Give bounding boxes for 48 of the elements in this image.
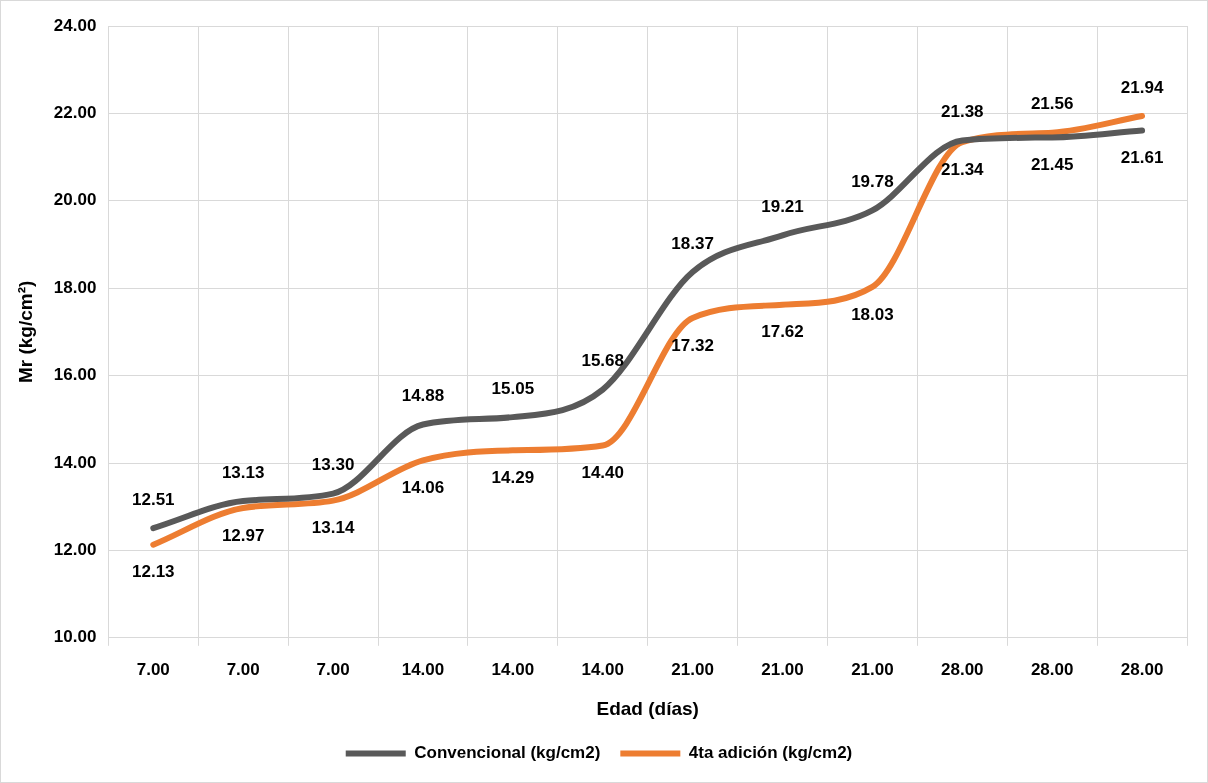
data-label: 12.97 [221, 525, 265, 545]
data-label: 18.03 [851, 304, 894, 324]
data-label: 19.21 [761, 197, 804, 217]
y-axis-title: Mr (kg/cm²) [14, 280, 36, 384]
data-label: 12.51 [132, 489, 175, 509]
data-label: 19.78 [851, 172, 894, 192]
data-label: 21.34 [941, 159, 985, 179]
data-label: 21.45 [1030, 155, 1074, 175]
x-tick-label: 14.00 [581, 659, 624, 679]
data-label: 21.56 [1030, 94, 1074, 114]
data-label: 14.88 [401, 386, 445, 406]
x-tick-label: 28.00 [941, 659, 984, 679]
y-tick-label: 18.00 [53, 277, 97, 297]
x-tick-label: 7.00 [226, 659, 260, 679]
data-label: 13.13 [221, 462, 265, 482]
data-label: 14.29 [491, 468, 535, 488]
data-label: 21.94 [1120, 77, 1164, 97]
data-label: 13.14 [311, 518, 355, 538]
y-tick-label: 16.00 [53, 365, 97, 385]
x-tick-label: 7.00 [316, 659, 350, 679]
y-tick-label: 24.00 [53, 15, 97, 35]
x-tick-label: 21.00 [851, 659, 894, 679]
y-tick-label: 14.00 [53, 452, 97, 472]
data-label: 17.32 [671, 335, 714, 355]
data-label: 12.13 [132, 562, 175, 582]
legend-label: Convencional (kg/cm2) [414, 743, 601, 763]
x-tick-label: 21.00 [761, 659, 804, 679]
data-label: 21.61 [1120, 148, 1164, 168]
data-label: 18.37 [671, 233, 714, 253]
data-label: 13.30 [311, 455, 355, 475]
y-tick-label: 10.00 [53, 627, 97, 647]
x-tick-label: 28.00 [1120, 659, 1164, 679]
data-label: 15.68 [581, 351, 624, 371]
x-tick-label: 21.00 [671, 659, 714, 679]
x-tick-label: 14.00 [491, 659, 535, 679]
x-tick-label: 14.00 [401, 659, 445, 679]
data-label: 21.38 [941, 102, 984, 122]
y-tick-label: 12.00 [53, 540, 97, 560]
data-label: 14.06 [401, 478, 445, 498]
y-tick-label: 22.00 [53, 103, 97, 123]
x-tick-label: 28.00 [1030, 659, 1074, 679]
legend-label: 4ta adición (kg/cm2) [688, 743, 853, 763]
data-label: 17.62 [761, 322, 804, 342]
x-axis-title: Edad (días) [596, 697, 699, 719]
x-tick-label: 7.00 [136, 659, 170, 679]
data-label: 15.05 [491, 378, 535, 398]
data-label: 14.40 [581, 463, 624, 483]
y-tick-label: 20.00 [53, 190, 97, 210]
